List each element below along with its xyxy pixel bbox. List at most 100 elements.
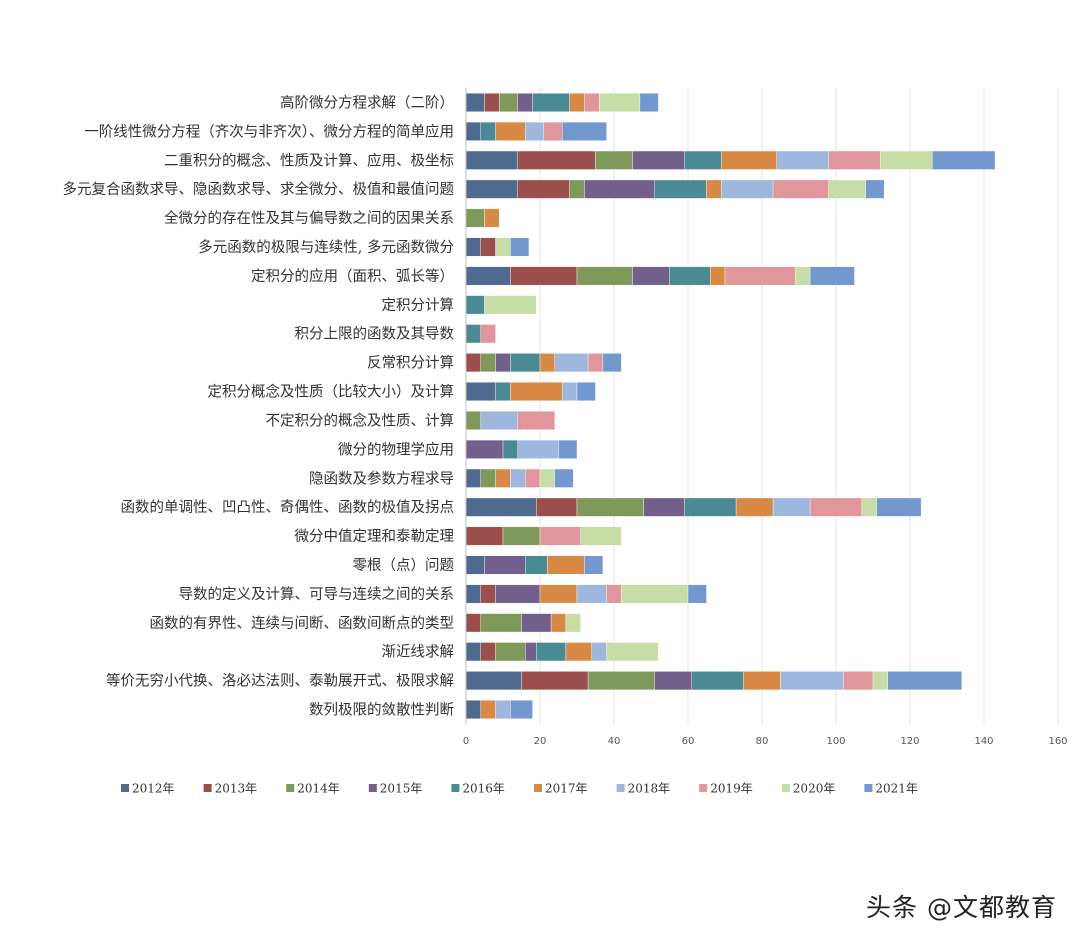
bar-segment (632, 266, 670, 286)
bar-segment (543, 121, 563, 141)
bar-segment (484, 295, 537, 315)
legend-swatch (451, 784, 460, 792)
bar-segment (632, 150, 685, 170)
legend-swatch (864, 784, 873, 792)
bar-segment (517, 439, 559, 459)
watermark-text: 头条 @文都教育 (866, 893, 1057, 922)
legend-swatch (781, 784, 790, 792)
bar-segment (465, 353, 482, 373)
category-label: 高阶微分方程求解（二阶） (280, 94, 454, 111)
bar-segment (606, 584, 622, 604)
bar-segment (669, 266, 711, 286)
legend: 2012年 2013年 2014年 2015年 2016年 2017年 2018年 2019年… (121, 782, 918, 796)
legend-swatch (286, 784, 295, 792)
bar-segment (465, 411, 482, 430)
category-label: 导数的定义及计算、可导与连续之间的关系 (179, 586, 455, 603)
category-label: 反常积分计算 (367, 355, 454, 372)
legend-swatch (121, 784, 129, 792)
bar-segment (539, 526, 581, 546)
legend-swatch (616, 784, 625, 792)
bar-segment (587, 353, 604, 373)
bar-segment (517, 150, 596, 170)
bar-segment (639, 93, 659, 112)
category-label: 函数的单调性、凹凸性、奇偶性、函数的极值及拐点 (121, 499, 455, 516)
x-tick-label: 60 (682, 736, 695, 747)
category-label: 微分的物理学应用 (338, 440, 454, 458)
bar-segment (480, 324, 496, 344)
bar-segment (480, 700, 496, 719)
bar-segment (706, 179, 722, 199)
bar-segment (654, 671, 692, 691)
bar-segment (721, 150, 777, 170)
x-tick-label: 140 (974, 736, 993, 747)
legend-swatch (699, 784, 708, 792)
bar-segment (554, 353, 589, 373)
bar-segment (480, 237, 496, 257)
bar-segment (684, 150, 722, 170)
bar-segment (576, 382, 596, 401)
category-label: 渐近线求解 (382, 644, 455, 661)
bar-segment (465, 295, 485, 315)
bar-segment (795, 266, 811, 286)
bar-segment (510, 382, 563, 401)
bar-segment (691, 671, 744, 691)
bar-segment (550, 613, 567, 633)
bar-segment (465, 584, 482, 604)
x-tick-label: 160 (1048, 736, 1067, 747)
bar-segment (576, 497, 644, 517)
bar-segment (495, 353, 511, 373)
bar-segment (565, 642, 593, 662)
x-tick-label: 120 (900, 736, 919, 747)
category-label: 多元函数的极限与连续性, 多元函数微分 (198, 239, 454, 256)
category-label: 隐函数及参数方程求导 (309, 470, 454, 487)
legend-label: 2016年 (462, 782, 505, 796)
category-label: 一阶线性微分方程（齐次与非齐次）、微分方程的简单应用 (84, 122, 454, 140)
bar-segment (480, 353, 496, 373)
category-label: 等价无穷小代换、洛必达法则、泰勒展开式、极限求解 (106, 672, 454, 690)
bar-segment (724, 266, 796, 286)
bar-segment (591, 642, 607, 662)
bar-segment (536, 497, 578, 517)
x-tick-labels: 0 20 40 60 80 100 120 140 160 (463, 736, 1068, 747)
legend-label: 2014年 (297, 782, 340, 796)
bar-segment (517, 179, 570, 199)
category-label: 多元复合函数求导、隐函数求导、求全微分、极值和最值问题 (63, 180, 455, 198)
legend-label: 2018年 (628, 782, 671, 796)
bar-segment (772, 497, 811, 517)
bar-segment (599, 93, 641, 112)
bar-segment (887, 671, 962, 691)
bar-segment (484, 93, 500, 112)
legend-label: 2013年 (215, 782, 258, 796)
bar-segment (772, 179, 829, 199)
bar-segment (525, 121, 544, 141)
bar-segment (502, 526, 541, 546)
bar-segment (465, 642, 482, 662)
legend-label: 2020年 (793, 782, 836, 796)
bar-segment (558, 439, 578, 459)
bar-segment (495, 121, 526, 141)
legend-swatch (534, 784, 542, 792)
bar-segment (465, 671, 522, 691)
legend-label: 2012年 (132, 782, 175, 796)
bar-segment (569, 93, 585, 112)
bar-segment (465, 439, 504, 459)
category-label: 二重积分的概念、性质及计算、应用、极坐标 (164, 151, 454, 169)
category-label: 定积分计算 (382, 297, 455, 314)
bar-segment (510, 353, 541, 373)
bar-segment (865, 179, 885, 199)
bar-segment (495, 237, 511, 257)
bar-segment (547, 555, 585, 575)
bar-segment (502, 439, 519, 459)
bar-segment (587, 671, 655, 691)
bar-segment (687, 584, 707, 604)
bar-segment (828, 179, 866, 199)
x-tick-label: 40 (608, 736, 621, 747)
bar-segment (465, 208, 485, 228)
bar-segment (495, 382, 511, 401)
bar-segment (539, 468, 556, 488)
bar-segment (539, 584, 578, 604)
bar-segment (809, 497, 863, 517)
bar-segment (465, 121, 482, 141)
bar-segment (743, 671, 781, 691)
